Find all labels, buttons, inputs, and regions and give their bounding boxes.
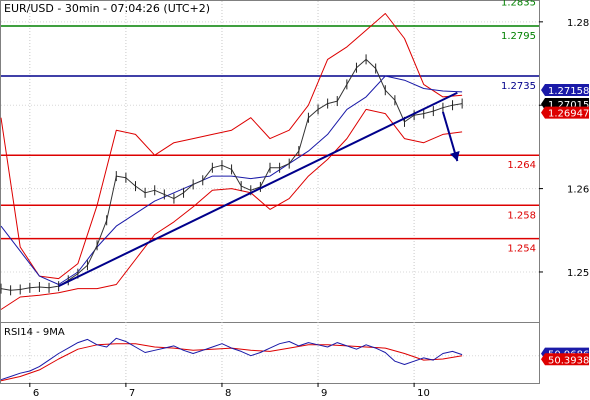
price-tick-label: 1.26	[567, 185, 589, 196]
price-badge	[541, 106, 589, 119]
level-label: 1.254	[507, 244, 536, 255]
trendline	[58, 91, 458, 288]
price-tick-label: 1.28	[567, 18, 589, 29]
chart-title: EUR/USD - 30min - 07:04:26 (UTC+2)	[4, 2, 210, 15]
price-badge-label: 1.26947	[548, 109, 589, 120]
price-tick-label: 1.25	[567, 268, 589, 279]
trend-annotations	[58, 91, 460, 288]
date-tick-label: 8	[225, 388, 231, 399]
date-axis: 6 7 8 9 10	[29, 383, 430, 399]
level-label: 1.2835	[501, 0, 536, 9]
price-badge	[541, 84, 589, 97]
level-label: 1.264	[507, 160, 536, 171]
level-label: 1.2735	[501, 81, 536, 92]
horizontal-levels: 1.2835 1.2795 1.2735 1.264 1.258 1.254	[1, 0, 539, 255]
rsi-panel-frame	[0, 322, 540, 384]
bollinger-bands	[0, 13, 463, 310]
price-axis: 1.281.271.261.25	[539, 18, 589, 279]
rsi-series	[0, 337, 463, 382]
level-label: 1.2795	[501, 31, 536, 42]
grid-lines	[1, 1, 539, 383]
rsi-line	[0, 337, 463, 381]
rsi-panel-label: RSI14 - 9MA	[4, 327, 65, 338]
date-tick-label: 6	[33, 388, 39, 399]
date-tick-label: 10	[417, 388, 430, 399]
price-badge-label: 50.3938	[548, 355, 589, 366]
price-series	[0, 54, 463, 296]
bb-lower-band	[0, 108, 463, 310]
forecast-arrow-head	[450, 151, 460, 162]
level-label: 1.258	[507, 210, 536, 221]
bb-upper-band	[0, 13, 463, 280]
date-tick-label: 9	[321, 388, 327, 399]
price-badge-label: 1.27015	[548, 100, 589, 111]
price-badge	[541, 353, 589, 366]
price-badge-label: 1.27158	[548, 86, 589, 97]
date-tick-label: 7	[129, 388, 135, 399]
price-panel-frame	[0, 0, 540, 323]
